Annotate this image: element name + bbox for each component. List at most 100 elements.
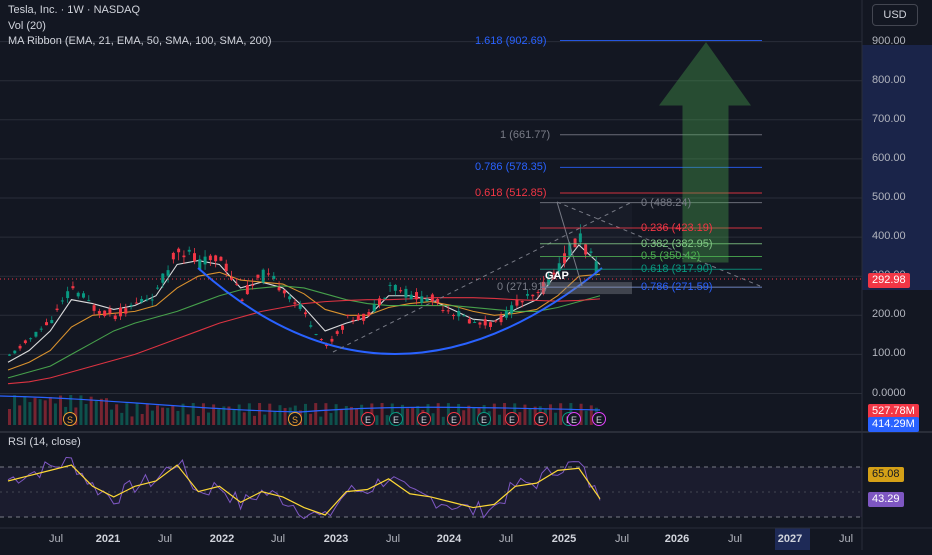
candle-body (60, 300, 64, 302)
volume-bar (237, 404, 241, 425)
candle-body (362, 313, 366, 321)
earnings-marker-label: E (538, 415, 544, 425)
ma-ribbon-legend[interactable]: MA Ribbon (EMA, 21, EMA, 50, SMA, 100, S… (8, 35, 272, 47)
current-price-tag: 292.98 (868, 273, 910, 288)
candle-body (446, 310, 450, 312)
volume-bar (406, 408, 410, 425)
candle-body (351, 319, 355, 322)
volume-bar (278, 405, 282, 425)
candle-body (156, 287, 159, 289)
earnings-marker (567, 412, 581, 426)
volume-bar (201, 403, 205, 425)
rsi-ma-line (7, 464, 601, 516)
candle-body (277, 287, 281, 291)
time-tick-label: Jul (838, 533, 854, 545)
time-tick-label: 2026 (664, 533, 690, 545)
candle-body (134, 302, 138, 304)
currency-button[interactable]: USD (872, 4, 918, 26)
candle-body (150, 299, 154, 301)
volume-bar (217, 409, 221, 425)
volume-bar (38, 399, 42, 425)
volume-bar (115, 404, 119, 425)
candle-body (240, 299, 244, 302)
fib-zone (540, 202, 632, 288)
candle-body (319, 339, 323, 341)
candle-body (267, 273, 270, 275)
candle-body (504, 310, 508, 318)
candle-body (584, 244, 588, 255)
volume-bar (559, 403, 563, 425)
time-tick-label: Jul (498, 533, 514, 545)
candle-body (462, 315, 466, 317)
rsi-value-tag: 43.29 (868, 492, 904, 507)
volume-bar (69, 395, 73, 425)
chart-title[interactable]: Tesla, Inc. · 1W · NASDAQ (8, 4, 141, 16)
candle-body (367, 312, 371, 316)
volume-bar (462, 410, 466, 425)
candle-body (261, 269, 265, 283)
candle-body (578, 233, 582, 243)
earnings-marker-label: E (596, 415, 602, 425)
time-tick-label: 2023 (323, 533, 349, 545)
ma-line (7, 297, 601, 385)
candle-body (557, 263, 561, 272)
volume-bar (304, 403, 307, 425)
time-tick-label: 2022 (209, 533, 235, 545)
candle-body (187, 249, 191, 252)
volume-bar (319, 416, 323, 425)
candle-body (235, 283, 239, 285)
fib-level-label: 0.236 (423.19) (641, 222, 713, 235)
target-arrow (659, 42, 751, 263)
volume-bar (247, 403, 251, 425)
candle-body (113, 315, 117, 320)
earnings-marker (505, 412, 519, 426)
volume-bar (140, 413, 144, 425)
time-tick-label: 2021 (95, 533, 121, 545)
ma-line (7, 285, 601, 379)
earnings-marker-label: E (393, 415, 399, 425)
price-tick-label: 400.00 (872, 230, 906, 243)
rsi-legend[interactable]: RSI (14, close) (8, 436, 81, 448)
fib-level-label: 0 (271.91) (497, 281, 548, 294)
price-axis-highlight (862, 45, 932, 290)
candle-body (341, 325, 344, 330)
volume-bar (28, 402, 32, 425)
volume-bar (232, 409, 236, 425)
candle-body (478, 322, 482, 325)
volume-bar (222, 406, 226, 425)
candle-body (45, 322, 48, 326)
candle-body (171, 252, 175, 260)
volume-bar (309, 413, 313, 425)
earnings-marker (477, 412, 491, 426)
time-tick-label: 2025 (551, 533, 577, 545)
volume-bar (339, 409, 343, 425)
volume-bar (171, 405, 175, 425)
candle-body (304, 312, 307, 315)
earnings-marker (447, 412, 461, 426)
volume-bar (263, 414, 267, 425)
price-tick-label: 700.00 (872, 112, 906, 125)
volume-bar (431, 413, 435, 425)
volume-bar (43, 400, 47, 425)
volume-bar (436, 403, 440, 425)
volume-bar (161, 407, 165, 425)
candle-body (372, 304, 376, 312)
volume-legend[interactable]: Vol (20) (8, 20, 46, 32)
candle-body (393, 284, 397, 291)
candle-body (420, 296, 424, 303)
volume-bar (176, 410, 180, 425)
candle-body (140, 298, 144, 303)
volume-bar (528, 408, 532, 425)
candle-body (520, 300, 524, 303)
volume-bar (355, 408, 359, 425)
candle-body (145, 298, 149, 301)
volume-bar (314, 403, 318, 425)
gap-zone (540, 282, 632, 295)
candle-body (282, 290, 286, 294)
volume-bar (150, 410, 154, 425)
candle-body (594, 261, 598, 274)
candle-body (214, 255, 218, 262)
price-tick-label: 100.00 (872, 347, 906, 360)
